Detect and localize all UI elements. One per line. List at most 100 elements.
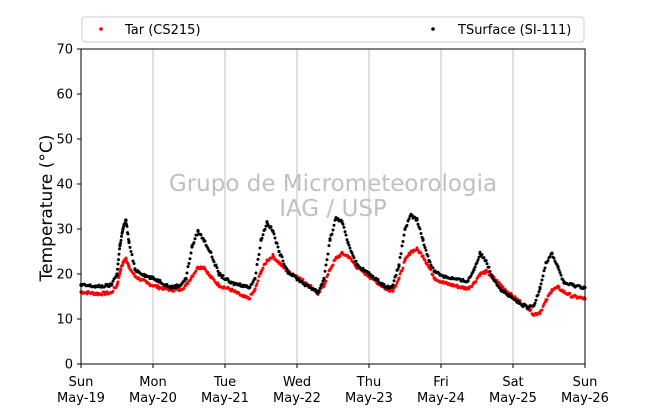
data-point bbox=[241, 283, 245, 287]
watermark: Grupo de Micrometeorologia IAG / USP bbox=[169, 171, 497, 222]
data-point bbox=[340, 252, 344, 256]
data-point bbox=[558, 270, 562, 274]
data-point bbox=[423, 245, 427, 249]
data-point bbox=[188, 257, 192, 261]
data-point bbox=[478, 272, 482, 276]
data-point bbox=[124, 218, 128, 222]
data-point bbox=[264, 224, 268, 228]
data-point bbox=[264, 261, 268, 265]
y-tick-label: 0 bbox=[65, 358, 73, 373]
data-point bbox=[562, 290, 566, 294]
data-point bbox=[119, 238, 123, 242]
data-point bbox=[476, 258, 480, 262]
data-point bbox=[320, 282, 324, 286]
data-point bbox=[127, 265, 131, 269]
data-point bbox=[433, 276, 437, 281]
data-point bbox=[403, 227, 407, 231]
data-point bbox=[397, 276, 401, 281]
data-point bbox=[202, 265, 206, 269]
watermark-line-2: IAG / USP bbox=[279, 196, 387, 222]
data-point bbox=[208, 274, 212, 278]
data-point bbox=[422, 243, 426, 247]
data-point bbox=[116, 262, 120, 266]
data-point bbox=[529, 308, 533, 312]
data-point bbox=[423, 258, 427, 262]
data-point bbox=[115, 272, 119, 276]
data-point bbox=[401, 266, 405, 270]
data-point bbox=[269, 225, 273, 229]
data-point bbox=[241, 294, 245, 299]
data-point bbox=[272, 232, 276, 236]
data-point bbox=[275, 241, 279, 245]
data-point bbox=[215, 266, 219, 270]
data-point bbox=[206, 270, 210, 274]
data-point bbox=[549, 291, 553, 295]
data-point bbox=[395, 281, 399, 285]
data-point bbox=[259, 238, 263, 242]
data-point bbox=[277, 249, 281, 254]
x-tick-label-date: May-21 bbox=[201, 391, 249, 406]
data-point bbox=[490, 274, 494, 278]
data-point bbox=[405, 223, 409, 227]
data-point bbox=[540, 278, 544, 282]
data-point bbox=[192, 241, 196, 245]
data-point bbox=[334, 216, 338, 220]
data-point bbox=[536, 293, 540, 297]
y-tick-label: 60 bbox=[56, 88, 73, 103]
data-point bbox=[313, 288, 317, 292]
data-point bbox=[562, 281, 566, 285]
data-point bbox=[255, 262, 259, 266]
data-point bbox=[186, 281, 190, 285]
data-point bbox=[371, 274, 375, 278]
data-point bbox=[109, 291, 113, 295]
data-point bbox=[346, 240, 350, 245]
data-point bbox=[217, 283, 221, 287]
data-point bbox=[334, 256, 338, 260]
data-point bbox=[427, 265, 431, 269]
data-point bbox=[361, 266, 365, 270]
data-point bbox=[559, 273, 563, 277]
x-tick-label-date: May-23 bbox=[345, 391, 393, 406]
data-point bbox=[332, 223, 336, 227]
series-tsurface-si-111 bbox=[79, 212, 587, 311]
data-point bbox=[553, 259, 557, 263]
data-point bbox=[421, 254, 425, 258]
data-point bbox=[120, 234, 123, 238]
data-point bbox=[400, 244, 404, 248]
data-point bbox=[327, 244, 331, 248]
data-point bbox=[323, 269, 327, 273]
data-point bbox=[442, 281, 446, 285]
data-point bbox=[263, 227, 267, 231]
data-point bbox=[472, 281, 476, 285]
data-point bbox=[169, 285, 173, 290]
data-point bbox=[455, 283, 459, 287]
data-point bbox=[221, 274, 225, 278]
data-point bbox=[403, 258, 407, 263]
data-point bbox=[469, 274, 473, 278]
data-point bbox=[256, 279, 260, 283]
data-point bbox=[226, 277, 230, 281]
data-point bbox=[210, 255, 214, 259]
data-point bbox=[174, 286, 178, 290]
data-point bbox=[419, 232, 423, 236]
data-point bbox=[402, 233, 406, 237]
data-point bbox=[484, 270, 488, 274]
data-point bbox=[556, 285, 560, 290]
legend-label-tsurface: TSurface (SI-111) bbox=[457, 23, 571, 38]
data-point bbox=[431, 266, 435, 270]
data-point bbox=[394, 283, 398, 287]
data-point bbox=[494, 281, 498, 285]
data-point bbox=[157, 279, 161, 283]
data-point bbox=[130, 253, 134, 257]
data-point bbox=[132, 272, 136, 276]
data-point bbox=[539, 282, 543, 286]
data-point bbox=[196, 265, 200, 269]
data-point bbox=[415, 218, 419, 222]
data-point bbox=[253, 288, 257, 292]
watermark-line-1: Grupo de Micrometeorologia bbox=[169, 171, 497, 197]
x-tick-label-day: Thu bbox=[356, 375, 381, 390]
legend-label-tar: Tar (CS215) bbox=[124, 23, 201, 38]
data-point bbox=[121, 227, 125, 231]
data-point bbox=[475, 261, 479, 265]
